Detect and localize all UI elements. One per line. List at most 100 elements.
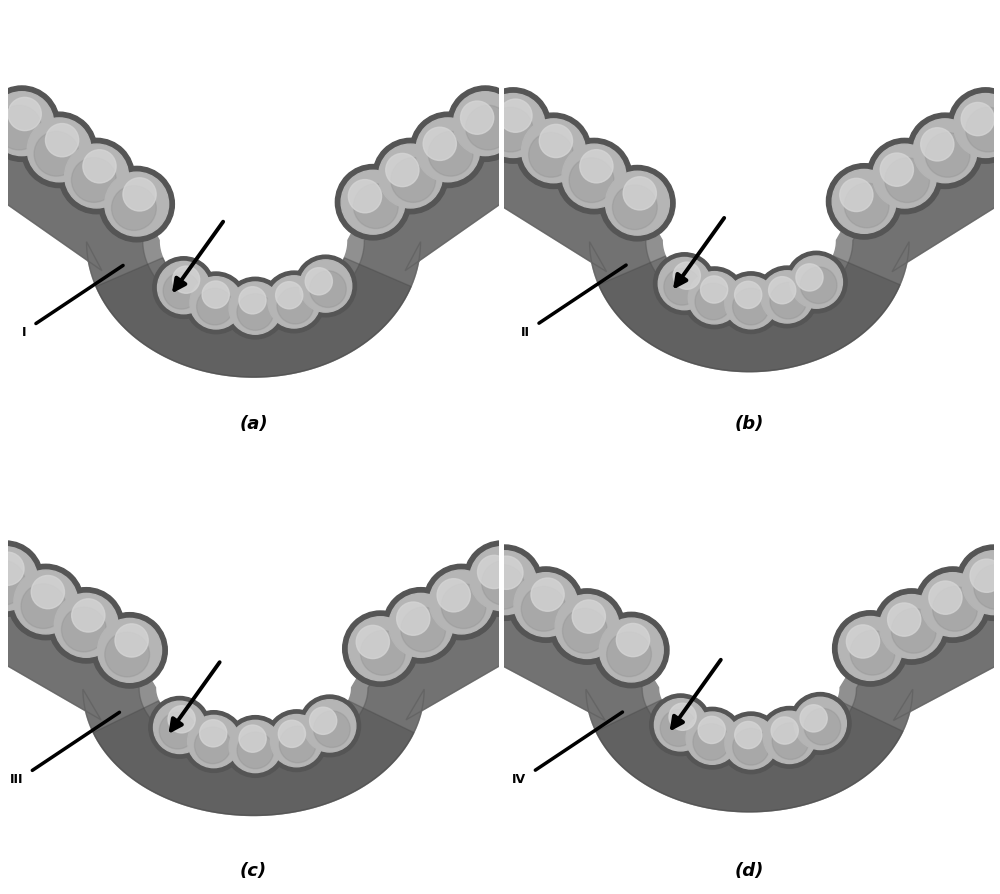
Ellipse shape [168,706,195,733]
Ellipse shape [229,721,281,772]
Ellipse shape [874,589,949,664]
Ellipse shape [268,276,320,329]
Polygon shape [461,595,1000,812]
Ellipse shape [832,170,896,234]
Ellipse shape [112,187,156,232]
Ellipse shape [531,578,564,611]
Polygon shape [465,136,1000,372]
Ellipse shape [733,729,769,765]
Text: II: II [521,325,530,339]
Ellipse shape [397,603,430,636]
Ellipse shape [516,114,591,190]
Ellipse shape [429,570,493,634]
Ellipse shape [270,714,323,767]
Ellipse shape [448,87,523,162]
Ellipse shape [725,277,777,329]
Ellipse shape [594,612,669,688]
Ellipse shape [600,166,675,241]
Ellipse shape [650,694,711,755]
Ellipse shape [360,631,405,676]
Ellipse shape [239,287,266,315]
Ellipse shape [954,95,1000,158]
Ellipse shape [237,732,274,769]
Ellipse shape [0,542,43,617]
Ellipse shape [521,586,566,631]
Ellipse shape [756,266,818,328]
Ellipse shape [467,545,542,620]
Ellipse shape [401,607,446,652]
Ellipse shape [970,560,1000,593]
Ellipse shape [424,565,499,640]
Ellipse shape [263,272,325,333]
Ellipse shape [688,273,741,325]
Ellipse shape [473,551,537,615]
Ellipse shape [224,716,286,778]
Ellipse shape [826,164,902,240]
Ellipse shape [314,711,350,747]
Ellipse shape [701,276,728,304]
Ellipse shape [693,724,730,761]
Polygon shape [0,576,548,815]
Ellipse shape [481,95,545,158]
Ellipse shape [197,289,233,325]
Ellipse shape [759,707,820,768]
Ellipse shape [8,98,41,131]
Text: (b): (b) [735,414,764,432]
Ellipse shape [800,705,827,732]
Ellipse shape [962,551,1000,615]
Ellipse shape [383,588,459,663]
Ellipse shape [529,133,573,178]
Ellipse shape [54,594,118,658]
Ellipse shape [348,617,412,681]
Ellipse shape [478,556,511,589]
Ellipse shape [14,570,78,634]
Ellipse shape [123,179,156,212]
Ellipse shape [386,155,419,188]
Ellipse shape [202,282,229,308]
Ellipse shape [34,132,79,177]
Ellipse shape [21,113,97,189]
Ellipse shape [464,542,539,617]
Ellipse shape [539,125,573,158]
Ellipse shape [0,106,41,151]
Ellipse shape [153,257,215,319]
Ellipse shape [373,139,448,215]
Ellipse shape [200,720,227,747]
Ellipse shape [556,139,632,215]
Ellipse shape [0,552,24,586]
Ellipse shape [185,273,247,334]
Ellipse shape [304,700,356,752]
Ellipse shape [948,89,1000,164]
Polygon shape [0,121,536,377]
Ellipse shape [149,696,211,758]
Ellipse shape [277,288,314,325]
Ellipse shape [833,611,908,687]
Ellipse shape [956,545,1000,620]
Ellipse shape [190,277,242,330]
Ellipse shape [335,165,411,240]
Ellipse shape [0,87,60,162]
Ellipse shape [664,269,700,306]
Ellipse shape [154,702,206,754]
Ellipse shape [453,93,517,156]
Ellipse shape [846,625,880,658]
Ellipse shape [562,145,626,209]
Ellipse shape [720,273,782,334]
Ellipse shape [616,624,650,657]
Polygon shape [93,701,414,815]
Ellipse shape [720,713,782,774]
Ellipse shape [695,284,732,320]
Polygon shape [465,122,1000,372]
Ellipse shape [555,595,619,659]
Ellipse shape [99,167,174,242]
Ellipse shape [725,717,777,769]
Ellipse shape [770,283,807,319]
Ellipse shape [72,599,105,632]
Ellipse shape [850,630,895,675]
Ellipse shape [794,697,846,750]
Ellipse shape [772,723,809,760]
Ellipse shape [423,128,456,161]
Ellipse shape [790,257,842,309]
Ellipse shape [461,102,494,135]
Ellipse shape [0,547,37,611]
